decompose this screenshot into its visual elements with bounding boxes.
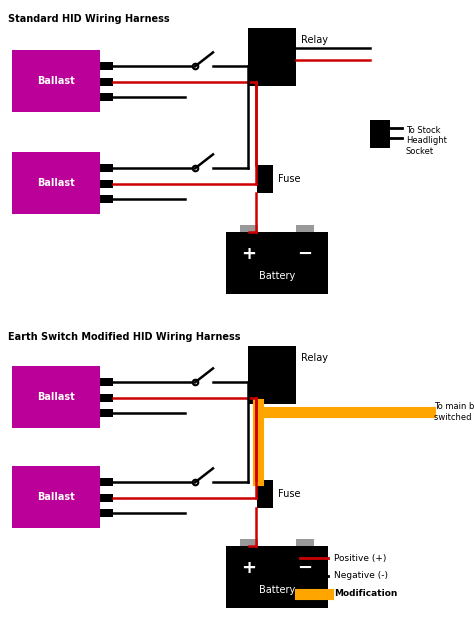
Text: To Stock
Headlight
Socket: To Stock Headlight Socket	[406, 126, 447, 156]
Text: Relay: Relay	[301, 353, 328, 363]
Bar	[100, 78, 113, 86]
Bar	[226, 232, 328, 294]
Bar	[296, 539, 314, 546]
Bar	[240, 539, 258, 546]
Bar	[257, 165, 273, 193]
Text: Earth Switch Modified HID Wiring Harness: Earth Switch Modified HID Wiring Harness	[8, 332, 240, 342]
Bar	[248, 28, 296, 86]
Text: −: −	[298, 559, 312, 577]
Bar	[100, 63, 113, 70]
Bar	[12, 152, 100, 214]
Bar	[100, 509, 113, 518]
Text: Ballast: Ballast	[37, 492, 75, 502]
Text: Fuse: Fuse	[278, 489, 301, 499]
Bar	[370, 120, 390, 148]
Bar	[12, 466, 100, 528]
Text: Negative (-): Negative (-)	[334, 571, 388, 581]
Text: +: +	[241, 559, 256, 577]
Text: Ballast: Ballast	[37, 178, 75, 188]
Text: Fuse: Fuse	[278, 174, 301, 184]
Bar	[296, 225, 314, 232]
Text: Battery: Battery	[259, 585, 295, 595]
Bar	[100, 195, 113, 204]
Text: Standard HID Wiring Harness: Standard HID Wiring Harness	[8, 14, 170, 24]
Text: Ballast: Ballast	[37, 76, 75, 86]
Bar	[100, 494, 113, 502]
Text: Battery: Battery	[259, 271, 295, 281]
Bar	[100, 180, 113, 188]
Text: −: −	[298, 245, 312, 263]
Bar	[12, 366, 100, 428]
Bar	[257, 480, 273, 508]
Text: Positive (+): Positive (+)	[334, 554, 386, 562]
Bar	[100, 94, 113, 101]
Text: Modification: Modification	[334, 590, 397, 599]
Bar	[226, 546, 328, 608]
Text: +: +	[241, 245, 256, 263]
Text: To main beam
switched earth: To main beam switched earth	[434, 403, 474, 422]
Bar	[100, 410, 113, 417]
Bar	[100, 394, 113, 402]
Bar	[100, 379, 113, 386]
Bar	[100, 164, 113, 173]
Text: Ballast: Ballast	[37, 392, 75, 402]
Bar	[248, 346, 296, 404]
Bar	[240, 225, 258, 232]
Bar	[12, 50, 100, 112]
Text: Relay: Relay	[301, 35, 328, 45]
Bar	[100, 478, 113, 487]
